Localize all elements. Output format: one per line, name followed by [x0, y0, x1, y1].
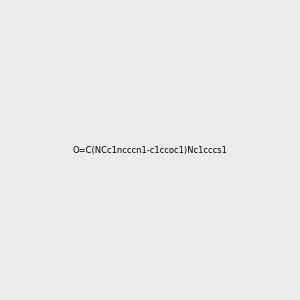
Text: O=C(NCc1ncccn1-c1ccoc1)Nc1cccs1: O=C(NCc1ncccn1-c1ccoc1)Nc1cccs1	[73, 146, 227, 154]
